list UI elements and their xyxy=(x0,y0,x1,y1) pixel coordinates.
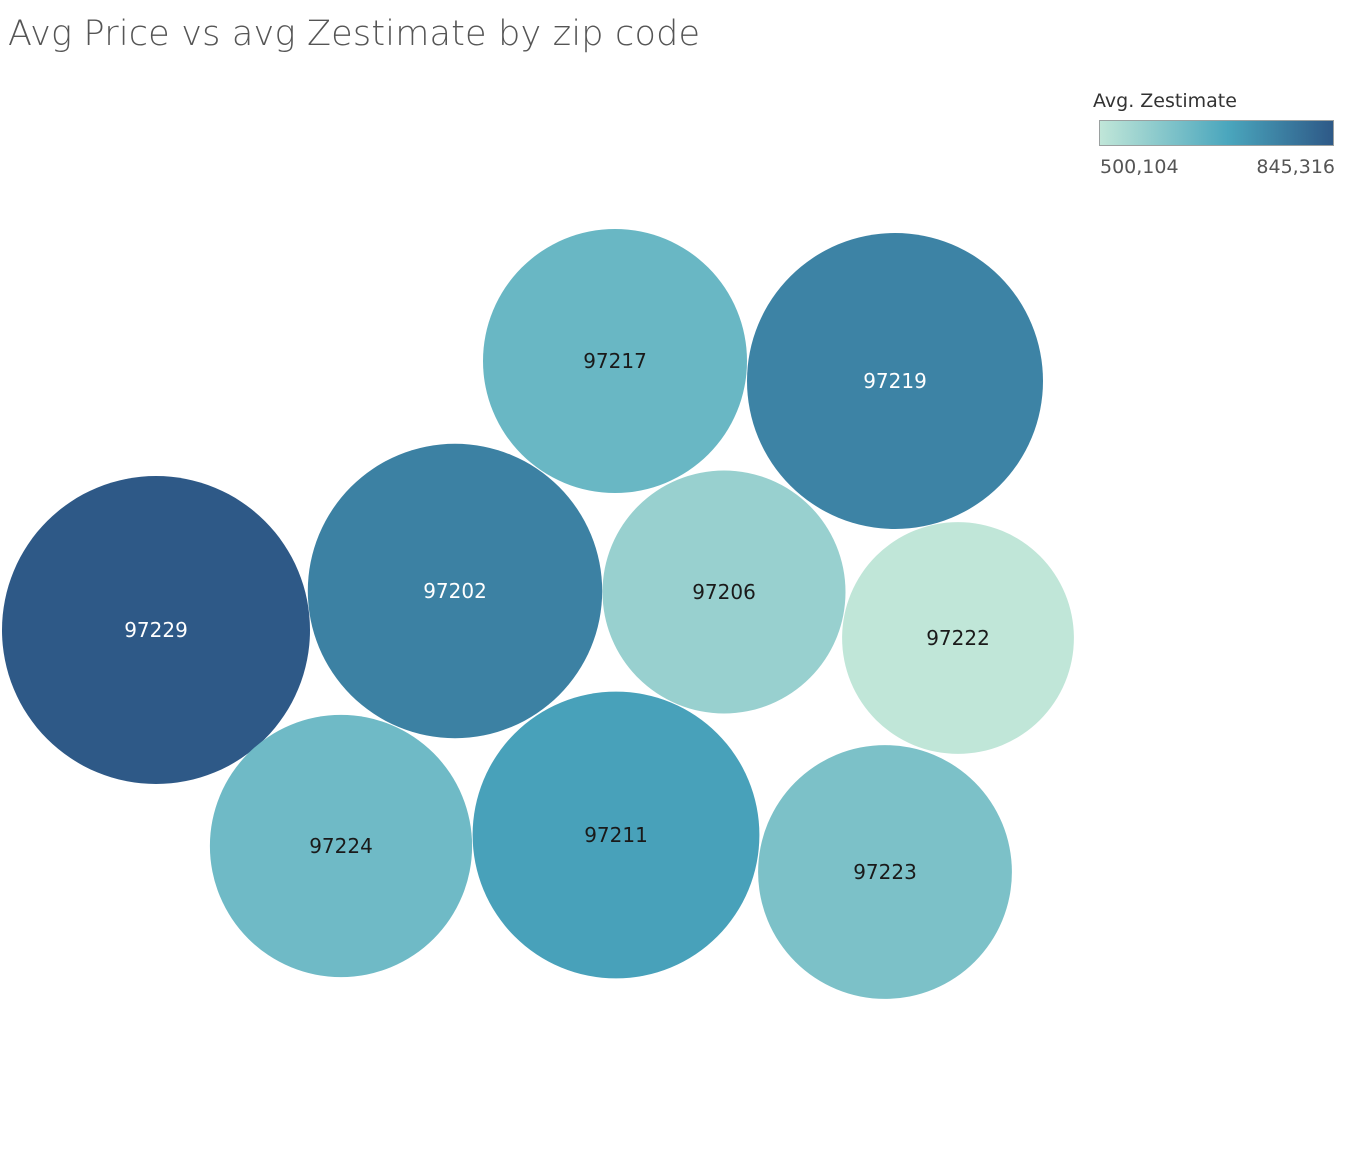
bubble-label-97211: 97211 xyxy=(584,823,648,847)
bubble-97224[interactable]: 97224 xyxy=(209,714,473,978)
bubble-97229[interactable]: 97229 xyxy=(2,476,310,784)
chart-title: Avg Price vs avg Zestimate by zip code xyxy=(8,14,701,54)
bubble-label-97217: 97217 xyxy=(583,349,647,373)
bubble-label-97219: 97219 xyxy=(863,369,927,393)
bubble-97219[interactable]: 97219 xyxy=(747,233,1043,529)
bubble-circle-97223[interactable] xyxy=(758,745,1012,999)
bubble-circle-97224[interactable] xyxy=(209,714,473,978)
bubble-97217[interactable]: 97217 xyxy=(483,229,747,493)
bubble-label-97202: 97202 xyxy=(423,579,487,603)
legend-max-label: 845,316 xyxy=(1256,156,1335,178)
bubble-label-97206: 97206 xyxy=(692,580,756,604)
bubble-circle-97217[interactable] xyxy=(483,229,747,493)
bubble-97222[interactable]: 97222 xyxy=(842,522,1074,754)
legend-gradient-bar xyxy=(1099,120,1334,146)
bubble-circle-97202[interactable] xyxy=(307,443,603,739)
color-legend: Avg. Zestimate 500,104 845,316 xyxy=(1093,90,1338,178)
bubble-label-97224: 97224 xyxy=(309,834,373,858)
bubble-97211[interactable]: 97211 xyxy=(472,691,760,979)
bubble-circle-97219[interactable] xyxy=(747,233,1043,529)
legend-title: Avg. Zestimate xyxy=(1093,90,1237,112)
bubble-97206[interactable]: 97206 xyxy=(602,470,846,714)
legend-min-label: 500,104 xyxy=(1100,156,1179,178)
bubble-97202[interactable]: 97202 xyxy=(307,443,603,739)
bubble-circle-97211[interactable] xyxy=(472,691,760,979)
bubble-label-97222: 97222 xyxy=(926,626,990,650)
bubble-circle-97222[interactable] xyxy=(842,522,1074,754)
bubble-label-97229: 97229 xyxy=(124,618,188,642)
bubble-circle-97229[interactable] xyxy=(2,476,310,784)
bubble-97223[interactable]: 97223 xyxy=(758,745,1012,999)
bubble-circle-97206[interactable] xyxy=(602,470,846,714)
bubble-label-97223: 97223 xyxy=(853,860,917,884)
